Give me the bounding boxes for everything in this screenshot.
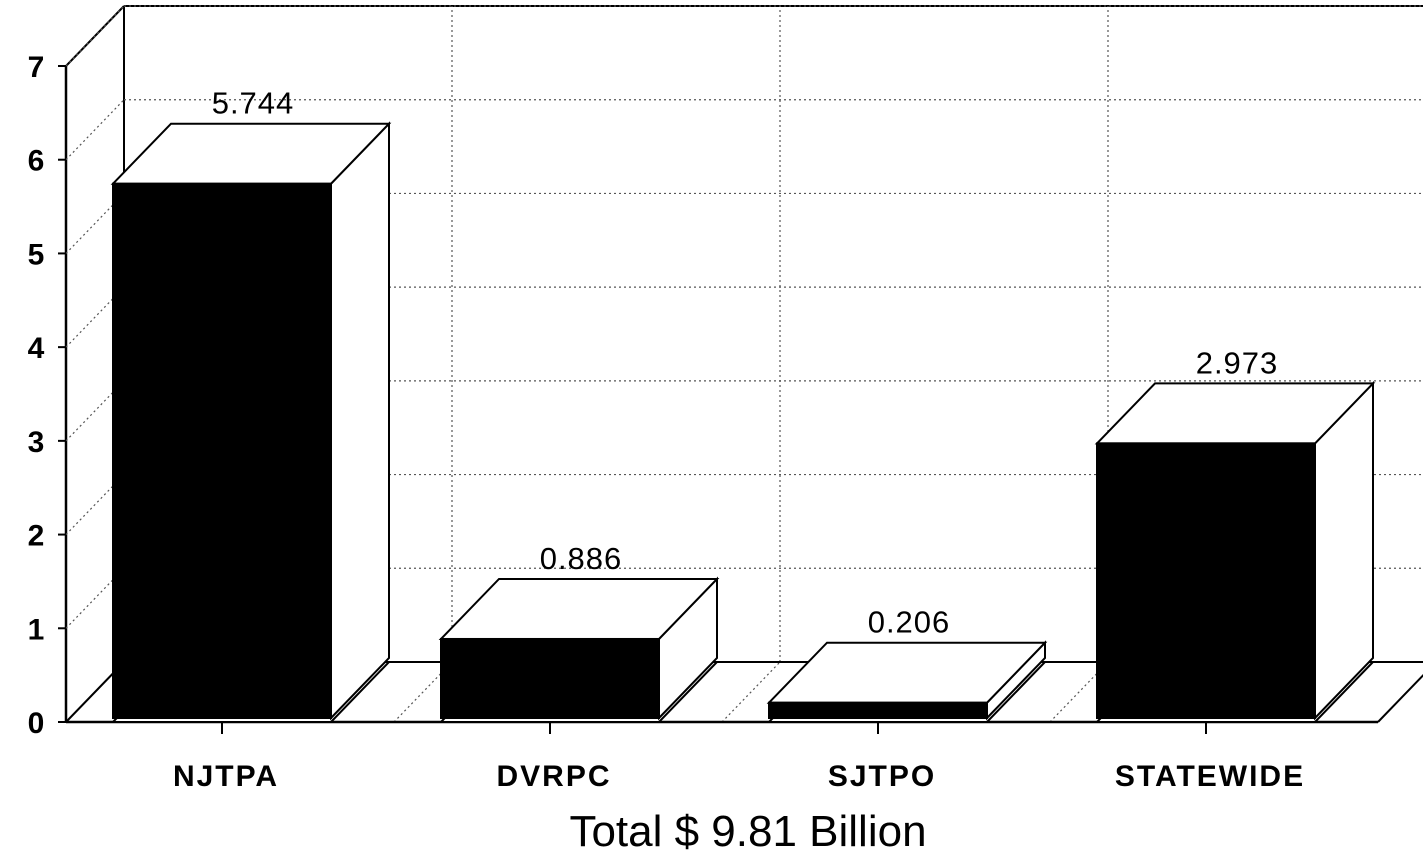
- bar-front-face: [440, 637, 660, 719]
- floor-right-edge: [1377, 674, 1423, 723]
- y-tick-label: 6: [28, 145, 45, 178]
- x-axis-label: Total $ 9.81 Billion: [569, 807, 926, 854]
- bar-sjtpo: 0.206: [766, 605, 1048, 723]
- bar-statewide: 2.973: [1094, 345, 1376, 723]
- floor-gridline: [721, 661, 781, 723]
- y-tick-label: 4: [28, 332, 45, 365]
- value-label: 0.886: [540, 541, 623, 576]
- gridline-diag: [65, 99, 125, 161]
- x-tick-label: SJTPO: [828, 760, 936, 793]
- gridline-diag: [65, 193, 125, 254]
- gridline-diag: [65, 380, 125, 442]
- floor-gridline: [1049, 661, 1109, 723]
- y-tick-label: 3: [28, 426, 45, 459]
- y-tick-label: 5: [28, 238, 45, 271]
- gridline-diag: [65, 286, 125, 348]
- y-tick-label: 7: [28, 51, 45, 84]
- y-tick-label: 0: [28, 707, 45, 740]
- x-tick-label: DVRPC: [496, 760, 611, 793]
- value-label: 0.206: [868, 605, 951, 640]
- bar-side-face: [330, 121, 390, 721]
- y-tick-label: 2: [28, 520, 45, 553]
- floor-gridline: [393, 661, 453, 723]
- gridline-diag: [65, 567, 125, 629]
- value-label: 2.973: [1196, 345, 1279, 380]
- x-tick-label: NJTPA: [173, 760, 279, 793]
- gridline-diag: [65, 5, 125, 67]
- bar-front-face: [1096, 442, 1316, 719]
- y-axis: 0 1 2 3 4 5 6 7: [28, 51, 66, 740]
- bars: 5.744 0.886 0.206 2.973: [110, 86, 1376, 723]
- x-axis: NJTPA DVRPC SJTPO STATEWIDE: [173, 722, 1305, 793]
- bar-front-face: [768, 701, 988, 720]
- bar-front-face: [112, 182, 332, 719]
- bar-dvrpc: 0.886: [438, 541, 720, 723]
- y-tick-label: 1: [28, 613, 45, 646]
- gridline-diag: [65, 474, 125, 535]
- value-label: 5.744: [212, 86, 295, 121]
- bar-njtpa: 5.744: [110, 86, 392, 723]
- x-tick-label: STATEWIDE: [1115, 760, 1305, 793]
